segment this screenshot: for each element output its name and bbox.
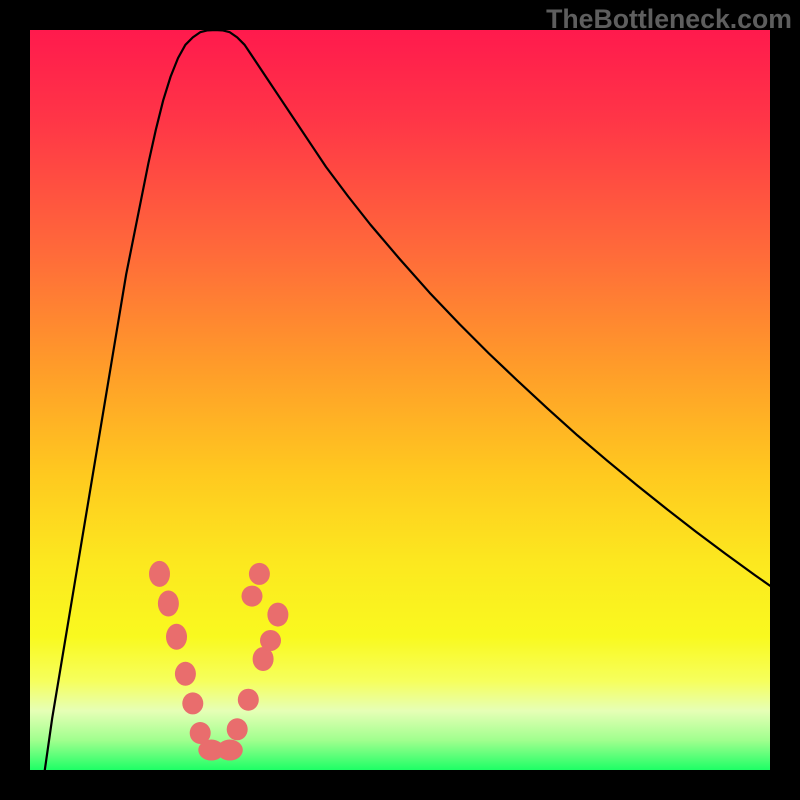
curve-marker — [238, 689, 259, 711]
curve-marker — [242, 586, 263, 607]
curve-marker — [175, 662, 196, 686]
curve-marker — [249, 563, 270, 585]
chart-svg — [0, 0, 800, 800]
curve-marker — [260, 630, 281, 651]
curve-marker — [217, 740, 243, 761]
watermark-text: TheBottleneck.com — [546, 4, 792, 35]
chart-background — [30, 30, 770, 770]
curve-marker — [182, 692, 203, 714]
curve-marker — [166, 624, 187, 650]
curve-marker — [267, 603, 288, 627]
curve-marker — [227, 718, 248, 740]
curve-marker — [149, 561, 170, 587]
chart-frame: TheBottleneck.com — [0, 0, 800, 800]
curve-marker — [158, 591, 179, 617]
